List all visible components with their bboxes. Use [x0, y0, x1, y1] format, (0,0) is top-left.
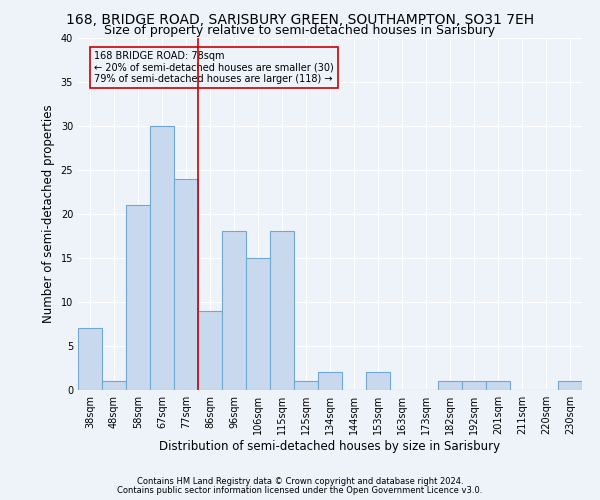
Text: Size of property relative to semi-detached houses in Sarisbury: Size of property relative to semi-detach…: [104, 24, 496, 37]
Text: 168, BRIDGE ROAD, SARISBURY GREEN, SOUTHAMPTON, SO31 7EH: 168, BRIDGE ROAD, SARISBURY GREEN, SOUTH…: [66, 12, 534, 26]
Bar: [150, 126, 174, 390]
Bar: [222, 232, 246, 390]
Bar: [246, 258, 270, 390]
Text: Contains HM Land Registry data © Crown copyright and database right 2024.: Contains HM Land Registry data © Crown c…: [137, 477, 463, 486]
Bar: [126, 205, 150, 390]
Bar: [318, 372, 342, 390]
Bar: [174, 178, 198, 390]
Bar: [438, 381, 462, 390]
Text: Contains public sector information licensed under the Open Government Licence v3: Contains public sector information licen…: [118, 486, 482, 495]
Bar: [486, 381, 510, 390]
Bar: [558, 381, 582, 390]
Bar: [366, 372, 390, 390]
Bar: [270, 232, 294, 390]
Text: 168 BRIDGE ROAD: 78sqm
← 20% of semi-detached houses are smaller (30)
79% of sem: 168 BRIDGE ROAD: 78sqm ← 20% of semi-det…: [94, 50, 334, 84]
Bar: [462, 381, 486, 390]
Bar: [78, 328, 102, 390]
Bar: [102, 381, 126, 390]
Bar: [294, 381, 318, 390]
Bar: [198, 310, 222, 390]
Y-axis label: Number of semi-detached properties: Number of semi-detached properties: [42, 104, 55, 323]
X-axis label: Distribution of semi-detached houses by size in Sarisbury: Distribution of semi-detached houses by …: [160, 440, 500, 453]
